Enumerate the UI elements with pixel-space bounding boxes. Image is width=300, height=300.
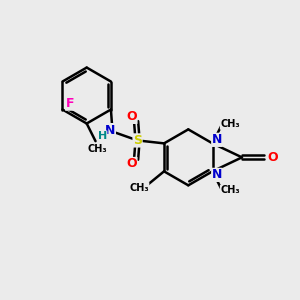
Text: F: F [66, 97, 74, 110]
Text: N: N [105, 124, 116, 136]
Text: O: O [126, 110, 137, 123]
Text: N: N [212, 133, 222, 146]
Text: O: O [126, 158, 137, 170]
Text: CH₃: CH₃ [129, 182, 149, 193]
Text: O: O [267, 151, 278, 164]
Text: CH₃: CH₃ [220, 185, 240, 196]
Text: N: N [212, 168, 222, 182]
Text: H: H [98, 131, 107, 141]
Text: CH₃: CH₃ [220, 119, 240, 129]
Text: S: S [133, 134, 142, 147]
Text: CH₃: CH₃ [87, 143, 107, 154]
